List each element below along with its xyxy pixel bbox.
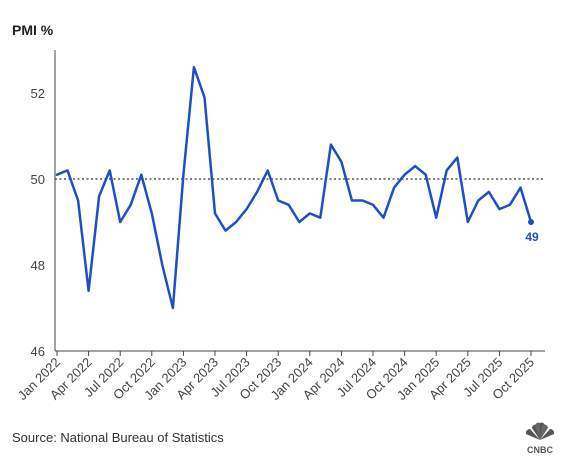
y-tick-label: 46 xyxy=(31,344,45,359)
y-tick-label: 50 xyxy=(31,172,45,187)
brand-wordmark: CNBC xyxy=(527,445,553,455)
last-value-label: 49 xyxy=(525,230,539,244)
axes xyxy=(54,50,545,356)
y-tick-label: 48 xyxy=(31,258,45,273)
y-tick-label: 52 xyxy=(31,86,45,101)
series-line-pmi xyxy=(55,65,533,310)
series-layer: 49 xyxy=(55,65,539,310)
cnbc-peacock-logo: CNBC xyxy=(525,422,555,455)
chart-title: PMI % xyxy=(12,22,54,38)
last-data-point xyxy=(528,219,534,225)
source-note: Source: National Bureau of Statistics xyxy=(12,430,224,445)
